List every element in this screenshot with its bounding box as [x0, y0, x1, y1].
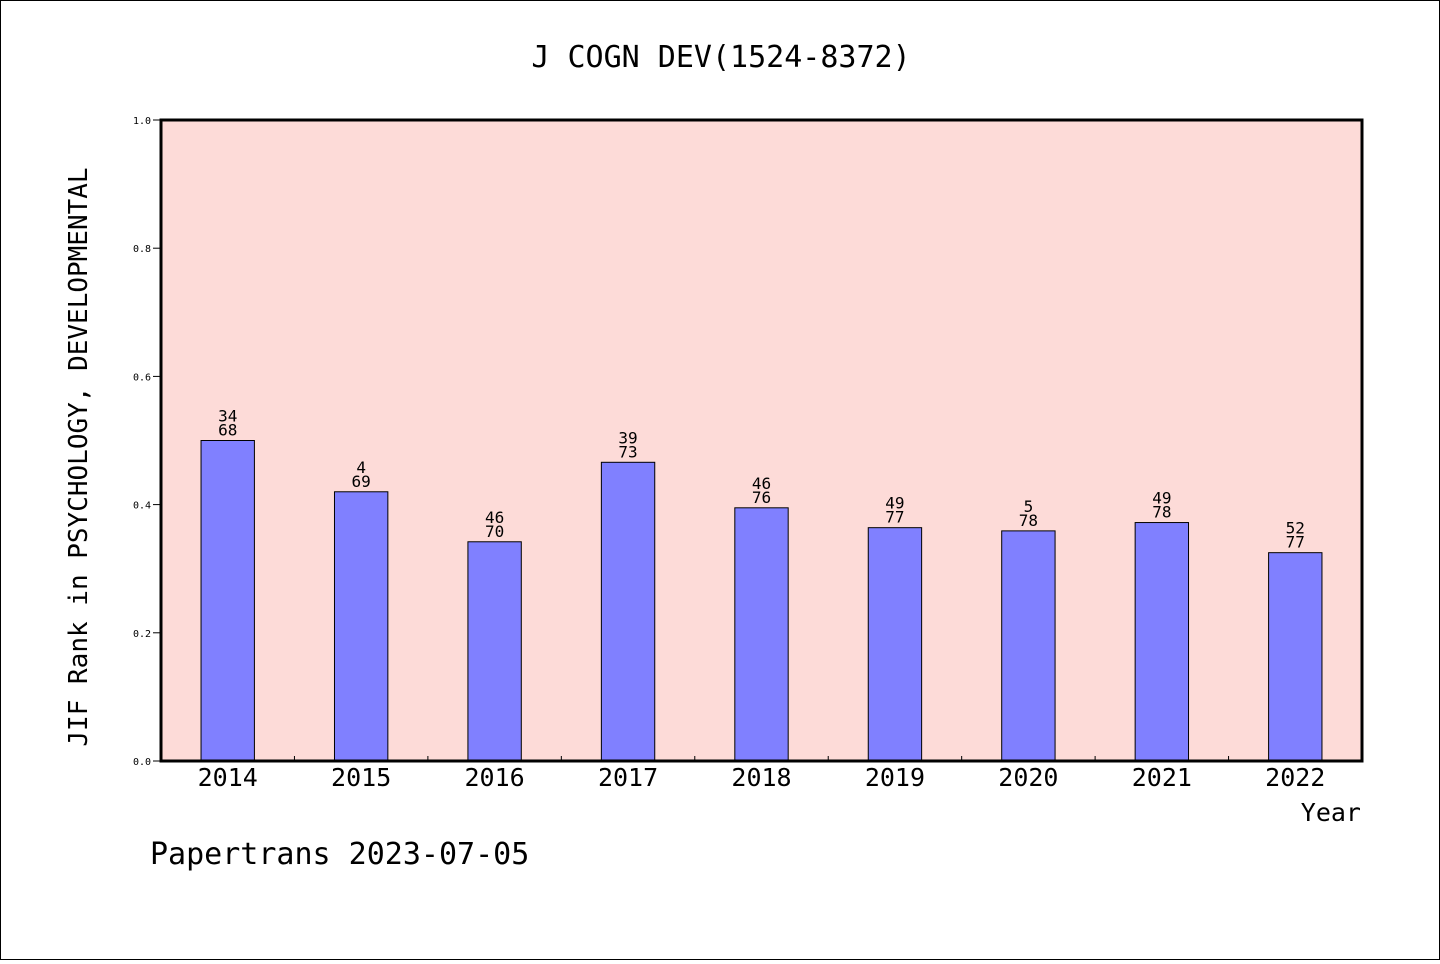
y-axis-ticks: 0.0 0.2 0.4 0.6 0.8 1.0 — [133, 116, 161, 768]
bar-rank-label: 49 — [885, 494, 904, 513]
bar-total-label: 77 — [885, 508, 904, 527]
bar — [867, 527, 923, 762]
y-tick-label: 0.0 — [133, 757, 151, 768]
bar-total-label: 70 — [485, 522, 504, 541]
bar-total-label: 76 — [752, 488, 771, 507]
bar — [467, 541, 522, 762]
bars — [200, 440, 1323, 762]
bar — [333, 491, 389, 762]
bar-rank-label: 46 — [752, 474, 771, 493]
bar — [1268, 552, 1323, 762]
x-tick-label: 2014 — [198, 763, 258, 792]
bar-rank-label: 49 — [1152, 489, 1171, 508]
bar-rank-label: 52 — [1286, 519, 1305, 538]
y-axis-label: JIF Rank in PSYCHOLOGY, DEVELOPMENTAL — [64, 167, 94, 746]
y-tick-label: 0.6 — [133, 372, 151, 383]
x-tick-label: 2022 — [1265, 763, 1325, 792]
x-tick-label: 2017 — [598, 763, 658, 792]
y-tick-label: 0.8 — [133, 244, 151, 255]
y-tick-label: 0.4 — [133, 501, 151, 512]
x-axis-ticks: 2014 2015 2016 2017 2018 2019 2020 2021 2022 — [198, 756, 1325, 792]
bar-rank-label: 34 — [218, 407, 237, 426]
plot-border — [159, 118, 1364, 763]
bar-rank-label: 39 — [618, 428, 637, 447]
bar-rank-label: 5 — [1024, 497, 1034, 516]
footer-text: Papertrans 2023-07-05 — [150, 837, 529, 872]
bar — [1001, 530, 1056, 762]
bar-total-label: 77 — [1286, 533, 1305, 552]
bar-total-label: 68 — [218, 421, 237, 440]
bar — [1134, 522, 1190, 762]
x-tick-label: 2021 — [1132, 763, 1192, 792]
y-tick-label: 0.2 — [133, 629, 151, 640]
y-tick-label: 1.0 — [133, 116, 151, 127]
bar-total-label: 73 — [618, 442, 637, 461]
bar-total-label: 78 — [1019, 511, 1038, 530]
bar — [600, 461, 656, 762]
bar — [200, 440, 255, 762]
bar-rank-label: 46 — [485, 508, 504, 527]
bar — [734, 507, 789, 762]
x-tick-label: 2020 — [998, 763, 1058, 792]
x-tick-label: 2015 — [331, 763, 391, 792]
chart-title: J COGN DEV(1524-8372) — [531, 40, 910, 75]
bar-rank-label: 4 — [356, 458, 366, 477]
bar-total-label: 78 — [1152, 503, 1171, 522]
x-tick-label: 2019 — [865, 763, 925, 792]
bar-total-label: 69 — [352, 472, 371, 491]
x-tick-label: 2018 — [731, 763, 791, 792]
x-axis-label: Year — [1301, 798, 1361, 827]
x-tick-label: 2016 — [465, 763, 525, 792]
